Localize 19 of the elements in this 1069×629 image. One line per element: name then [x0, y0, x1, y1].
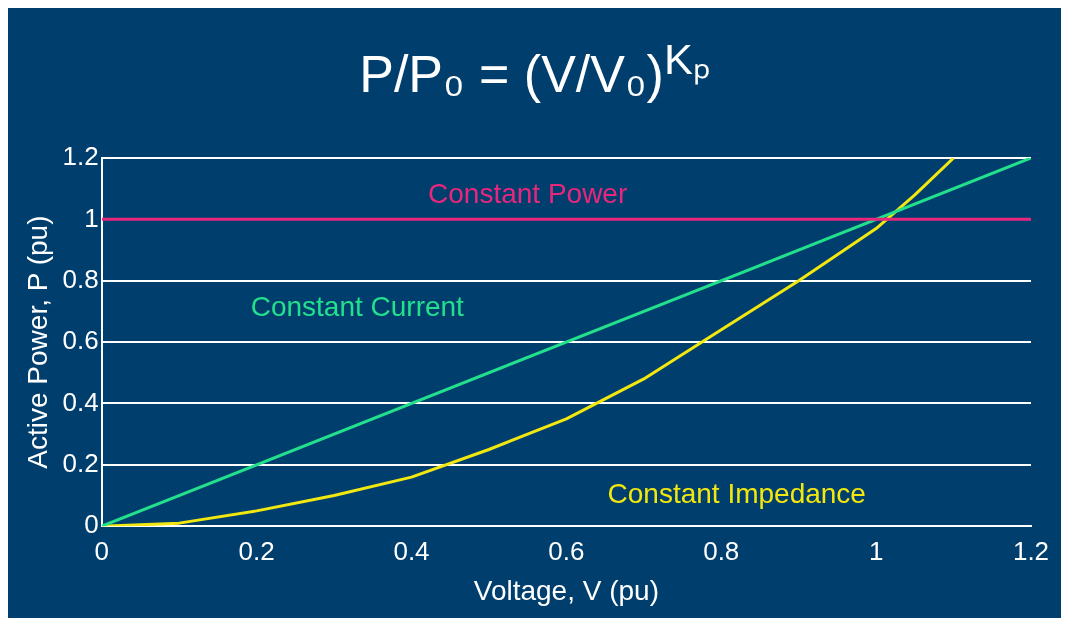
y-tick-label: 1.2	[62, 141, 99, 172]
text: Constant Current	[250, 291, 465, 323]
y-axis-title: Active Power, P (pu)	[21, 215, 53, 469]
x-tick-label: 0.6	[548, 535, 585, 566]
y-tick-label: 0.2	[62, 448, 99, 479]
y-tick-label: 0.6	[62, 325, 99, 356]
x-tick-label: 1	[868, 535, 884, 566]
y-tick-label: 1	[84, 202, 99, 233]
series-label: Constant Power	[428, 177, 628, 209]
x-tick-label: 1.2	[1012, 535, 1050, 566]
x-tick-label: 0.8	[703, 535, 740, 566]
chart-title: P/P₀ = (V/V₀)$^{Kₚ}$	[358, 34, 711, 106]
y-tick-label: 0	[84, 509, 99, 540]
x-tick-label: 0.2	[238, 535, 275, 566]
text: Constant Impedance	[607, 478, 866, 510]
x-tick-label: 0.4	[393, 535, 430, 566]
y-tick-label: 0.8	[62, 263, 99, 294]
y-tick-label: 0.4	[62, 386, 99, 417]
x-axis-title: Voltage, V (pu)	[473, 574, 659, 606]
